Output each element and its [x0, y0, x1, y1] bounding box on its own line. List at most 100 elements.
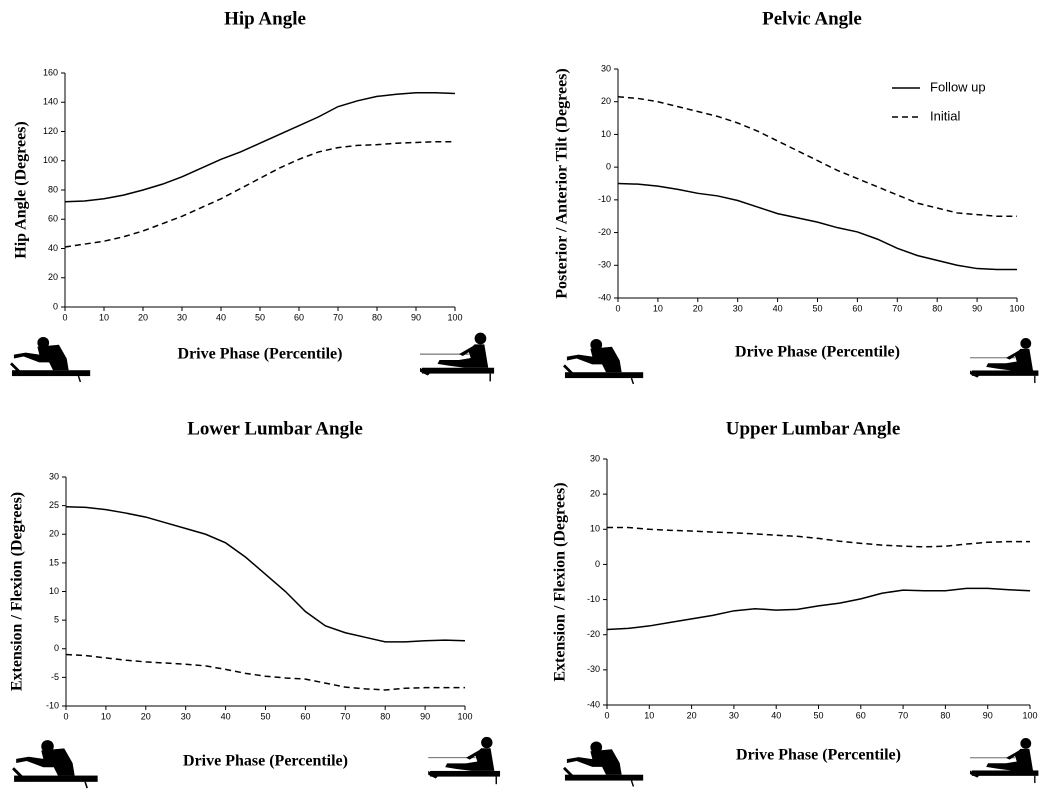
- x-tick-label: 70: [340, 711, 350, 721]
- series-line: [64, 91, 456, 203]
- x-tick-label: 50: [260, 711, 270, 721]
- x-tick-label: 90: [420, 711, 430, 721]
- x-tick-label: 60: [300, 711, 310, 721]
- x-tick-label: 0: [62, 312, 67, 322]
- x-tick-label: 10: [653, 303, 663, 313]
- finish-icon: [428, 736, 501, 785]
- x-tick-label: 30: [729, 710, 739, 720]
- y-axis-label: Hip Angle (Degrees): [13, 121, 30, 258]
- finish-icon: [970, 737, 1040, 784]
- y-tick-label: -20: [587, 629, 600, 639]
- x-tick-label: 90: [983, 710, 993, 720]
- y-tick-label: 80: [48, 184, 58, 194]
- x-tick-label: 80: [932, 303, 942, 313]
- series-line: [607, 526, 1030, 548]
- y-tick-label: 140: [43, 97, 58, 107]
- y-tick-label: 160: [43, 67, 58, 77]
- y-tick-label: 20: [48, 272, 58, 282]
- series-line: [617, 96, 1017, 217]
- y-axis-label: Extension / Flexion (Degrees): [552, 482, 569, 681]
- legend-label: Follow up: [930, 79, 986, 94]
- x-tick-label: 70: [333, 312, 343, 322]
- x-tick-label: 30: [181, 711, 191, 721]
- y-tick-label: -10: [46, 700, 59, 710]
- legend-label: Initial: [930, 108, 960, 123]
- x-tick-label: 80: [940, 710, 950, 720]
- x-tick-label: 10: [99, 312, 109, 322]
- y-tick-label: 20: [590, 489, 600, 499]
- x-axis-label: Drive Phase (Percentile): [183, 753, 348, 770]
- x-axis-label: Drive Phase (Percentile): [178, 346, 343, 363]
- y-tick-label: 40: [48, 243, 58, 253]
- catch-icon: [12, 739, 99, 789]
- x-tick-label: 0: [615, 303, 620, 313]
- x-tick-label: 40: [771, 710, 781, 720]
- x-tick-label: 90: [411, 312, 421, 322]
- chart-title: Upper Lumbar Angle: [726, 418, 901, 439]
- catch-icon: [563, 740, 644, 788]
- x-tick-label: 20: [693, 303, 703, 313]
- y-tick-label: 0: [54, 643, 59, 653]
- y-axis-label: Posterior / Anterior Tilt (Degrees): [554, 68, 571, 298]
- series-line: [65, 506, 466, 643]
- x-tick-label: 60: [852, 303, 862, 313]
- x-tick-label: 50: [255, 312, 265, 322]
- y-tick-label: -20: [598, 227, 611, 237]
- y-tick-label: 0: [53, 301, 58, 311]
- y-tick-label: 10: [590, 524, 600, 534]
- series-line: [617, 182, 1017, 271]
- x-tick-label: 10: [101, 711, 111, 721]
- y-tick-label: -40: [587, 699, 600, 709]
- x-tick-label: 10: [644, 710, 654, 720]
- y-tick-label: -40: [598, 292, 611, 302]
- x-tick-label: 0: [604, 710, 609, 720]
- catch-icon: [563, 338, 645, 385]
- y-tick-label: 60: [48, 214, 58, 224]
- chart-title: Hip Angle: [224, 8, 306, 29]
- y-tick-label: 5: [54, 615, 59, 625]
- series-line: [64, 140, 455, 248]
- y-tick-label: 30: [601, 63, 611, 73]
- x-tick-label: 90: [972, 303, 982, 313]
- x-tick-label: 80: [372, 312, 382, 322]
- y-tick-label: 15: [49, 557, 59, 567]
- x-axis-label: Drive Phase (Percentile): [735, 344, 900, 361]
- y-tick-label: 25: [49, 500, 59, 510]
- x-tick-label: 30: [733, 303, 743, 313]
- x-tick-label: 20: [687, 710, 697, 720]
- series-line: [606, 587, 1031, 631]
- y-tick-label: -30: [587, 664, 600, 674]
- catch-icon: [10, 336, 92, 383]
- y-tick-label: 30: [49, 471, 59, 481]
- y-tick-label: 120: [43, 126, 58, 136]
- x-tick-label: 20: [141, 711, 151, 721]
- series-line: [65, 653, 465, 691]
- x-tick-label: 70: [898, 710, 908, 720]
- x-tick-label: 60: [294, 312, 304, 322]
- x-tick-label: 50: [813, 710, 823, 720]
- x-tick-label: 100: [1022, 710, 1037, 720]
- x-tick-label: 40: [773, 303, 783, 313]
- x-tick-label: 100: [457, 711, 472, 721]
- y-tick-label: -10: [587, 594, 600, 604]
- x-tick-label: 30: [177, 312, 187, 322]
- x-tick-label: 40: [216, 312, 226, 322]
- x-tick-label: 100: [447, 312, 462, 322]
- y-tick-label: 100: [43, 155, 58, 165]
- x-axis-label: Drive Phase (Percentile): [736, 747, 901, 764]
- y-tick-label: -30: [598, 260, 611, 270]
- finish-icon: [420, 331, 495, 383]
- y-tick-label: -10: [598, 194, 611, 204]
- x-tick-label: 20: [138, 312, 148, 322]
- chart-title: Pelvic Angle: [762, 8, 862, 29]
- x-tick-label: 80: [380, 711, 390, 721]
- x-tick-label: 60: [856, 710, 866, 720]
- finish-icon: [970, 337, 1040, 384]
- y-tick-label: 30: [590, 453, 600, 463]
- y-tick-label: 0: [606, 162, 611, 172]
- y-tick-label: -5: [51, 672, 59, 682]
- chart-title: Lower Lumbar Angle: [187, 418, 363, 439]
- y-tick-label: 0: [595, 559, 600, 569]
- y-tick-label: 10: [49, 586, 59, 596]
